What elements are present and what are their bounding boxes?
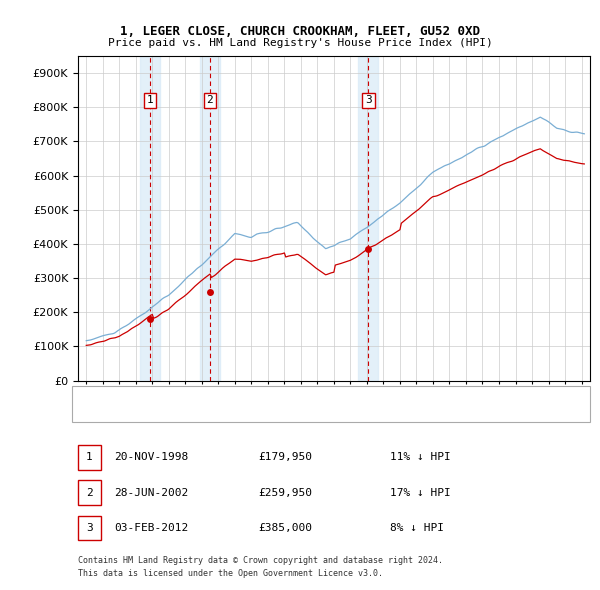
Text: 17% ↓ HPI: 17% ↓ HPI bbox=[390, 488, 451, 497]
Text: 20-NOV-1998: 20-NOV-1998 bbox=[114, 453, 188, 462]
Text: 1: 1 bbox=[86, 453, 93, 462]
Text: This data is licensed under the Open Government Licence v3.0.: This data is licensed under the Open Gov… bbox=[78, 569, 383, 578]
Text: £259,950: £259,950 bbox=[258, 488, 312, 497]
Text: 8% ↓ HPI: 8% ↓ HPI bbox=[390, 523, 444, 533]
Bar bbox=[200, 56, 220, 381]
Text: 1, LEGER CLOSE, CHURCH CROOKHAM, FLEET, GU52 0XD: 1, LEGER CLOSE, CHURCH CROOKHAM, FLEET, … bbox=[120, 25, 480, 38]
Text: 1, LEGER CLOSE, CHURCH CROOKHAM, FLEET, GU52 0XD (detached house): 1, LEGER CLOSE, CHURCH CROOKHAM, FLEET, … bbox=[120, 395, 502, 404]
Text: 3: 3 bbox=[86, 523, 93, 533]
Text: 03-FEB-2012: 03-FEB-2012 bbox=[114, 523, 188, 533]
Text: Price paid vs. HM Land Registry's House Price Index (HPI): Price paid vs. HM Land Registry's House … bbox=[107, 38, 493, 48]
Text: HPI: Average price, detached house, Hart: HPI: Average price, detached house, Hart bbox=[120, 409, 355, 419]
Text: 2: 2 bbox=[206, 96, 213, 106]
Text: 11% ↓ HPI: 11% ↓ HPI bbox=[390, 453, 451, 462]
Text: 1: 1 bbox=[147, 96, 154, 106]
Text: £385,000: £385,000 bbox=[258, 523, 312, 533]
Text: 3: 3 bbox=[365, 96, 372, 106]
Bar bbox=[358, 56, 379, 381]
Bar bbox=[140, 56, 160, 381]
Text: 28-JUN-2002: 28-JUN-2002 bbox=[114, 488, 188, 497]
Text: Contains HM Land Registry data © Crown copyright and database right 2024.: Contains HM Land Registry data © Crown c… bbox=[78, 556, 443, 565]
Text: 2: 2 bbox=[86, 488, 93, 497]
Text: £179,950: £179,950 bbox=[258, 453, 312, 462]
